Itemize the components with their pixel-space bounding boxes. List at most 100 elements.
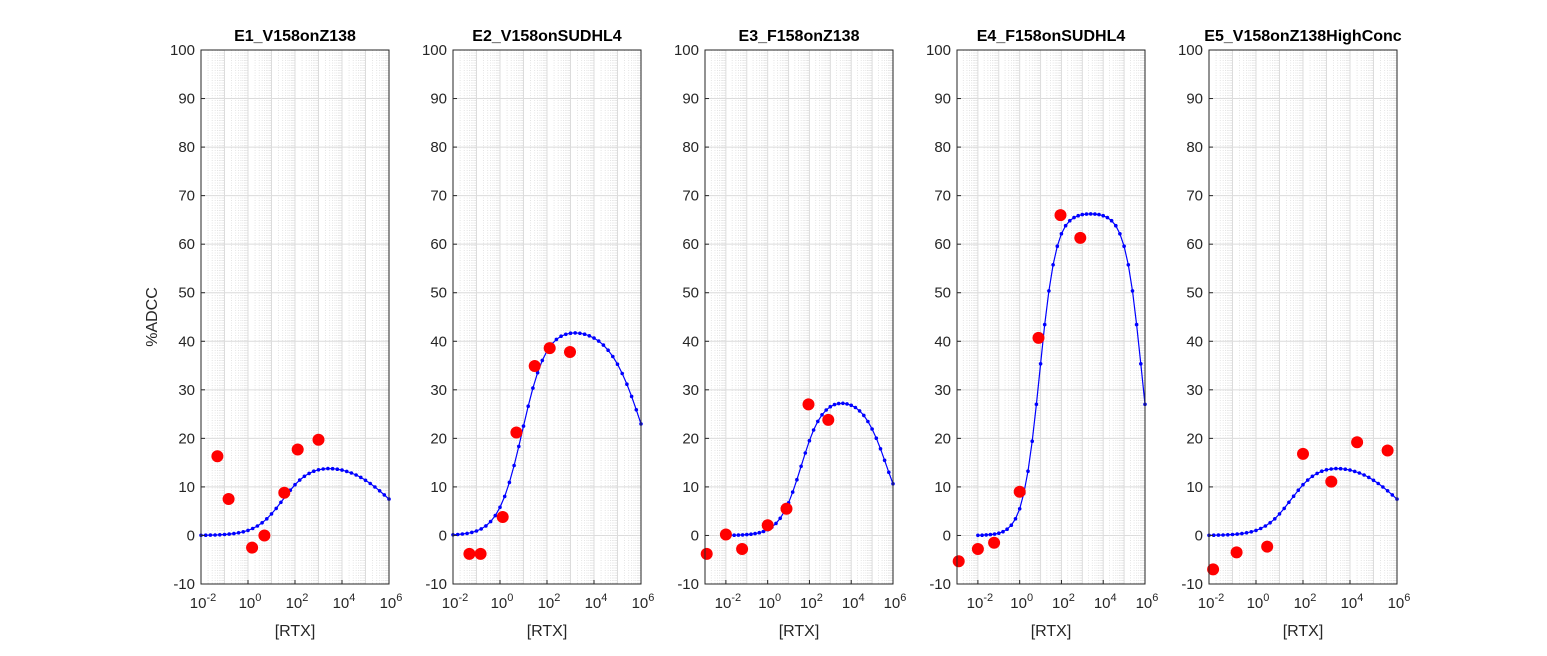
x-tick-label: 106 xyxy=(632,592,655,612)
fit-marker xyxy=(470,530,474,535)
fit-marker xyxy=(1130,289,1135,293)
x-axis-label: [RTX] xyxy=(1031,623,1072,640)
fit-marker xyxy=(312,469,316,474)
fit-marker xyxy=(878,447,883,451)
data-point xyxy=(528,360,541,372)
fit-marker xyxy=(1282,506,1286,511)
fit-marker xyxy=(460,532,465,536)
y-tick-label: 50 xyxy=(178,285,195,302)
y-tick-label: 100 xyxy=(422,42,447,59)
fit-marker xyxy=(297,478,302,482)
data-point xyxy=(211,450,224,463)
x-tick-label: 10-2 xyxy=(190,592,216,612)
fit-marker xyxy=(203,533,208,537)
y-tick-label: 40 xyxy=(934,333,951,350)
fit-marker xyxy=(507,480,512,485)
fit-marker xyxy=(1226,533,1230,537)
x-tick-label: 106 xyxy=(380,592,403,612)
x-axis-label: [RTX] xyxy=(275,623,316,640)
x-tick-label: 104 xyxy=(1094,592,1117,612)
fit-marker xyxy=(992,532,997,536)
fit-marker xyxy=(474,529,479,533)
data-point xyxy=(988,536,1001,549)
fit-marker xyxy=(340,468,344,472)
fit-marker xyxy=(512,463,516,468)
fit-marker xyxy=(568,331,573,336)
fit-marker xyxy=(1072,215,1076,220)
fit-marker xyxy=(1287,500,1291,505)
x-axis-label: [RTX] xyxy=(1283,623,1324,640)
data-point xyxy=(510,426,523,439)
fit-marker xyxy=(587,334,592,338)
data-point xyxy=(463,547,476,560)
fit-marker xyxy=(559,334,563,339)
fit-marker xyxy=(984,533,988,537)
fit-marker xyxy=(1059,232,1064,236)
fit-marker xyxy=(1263,524,1268,528)
fit-marker xyxy=(740,533,745,537)
fit-marker xyxy=(1076,213,1080,218)
fit-marker xyxy=(1240,531,1244,536)
data-point xyxy=(1351,436,1364,449)
y-axis-label: %ADCC xyxy=(144,287,161,347)
y-tick-label: 90 xyxy=(934,91,951,108)
fit-marker xyxy=(596,339,601,343)
y-tick-label: 20 xyxy=(1186,430,1203,447)
fit-marker xyxy=(1068,218,1072,223)
fit-marker xyxy=(1338,466,1343,471)
fit-marker xyxy=(321,467,326,471)
fit-marker xyxy=(736,533,741,537)
data-point xyxy=(952,555,965,568)
fit-marker xyxy=(326,466,330,471)
fit-marker xyxy=(1329,467,1333,471)
fit-marker xyxy=(1114,223,1118,228)
fit-marker xyxy=(1235,532,1239,536)
fit-marker xyxy=(601,343,606,347)
fit-marker xyxy=(498,505,502,510)
fit-marker xyxy=(335,467,340,472)
fit-marker xyxy=(976,533,980,538)
fit-marker xyxy=(1118,232,1122,236)
fit-marker xyxy=(368,481,373,486)
fit-marker xyxy=(517,444,521,449)
fit-marker xyxy=(828,404,833,409)
fit-marker xyxy=(377,489,382,493)
fit-marker xyxy=(274,506,279,511)
panel-title: E3_F158onZ138 xyxy=(739,28,860,45)
plot-panel-2: -10 0 10 20 30 40 50 60 70 80 90 100 10-2 100 102 104 10… xyxy=(422,28,654,640)
fit-marker xyxy=(629,394,634,399)
data-points xyxy=(463,342,576,560)
fit-marker xyxy=(1216,533,1221,537)
fit-marker xyxy=(1296,488,1301,493)
panel-title: E2_V158onSUDHL4 xyxy=(472,28,621,45)
y-tick-label: -10 xyxy=(425,576,447,593)
fit-marker xyxy=(1381,485,1385,489)
fit-marker xyxy=(606,348,610,353)
fit-marker xyxy=(236,531,241,535)
fit-marker xyxy=(465,531,469,536)
y-tick-label: 20 xyxy=(682,430,699,447)
minor-gridlines xyxy=(1215,50,1397,584)
y-tick-label: 80 xyxy=(682,139,699,156)
y-tick-label: 30 xyxy=(682,382,699,399)
fit-marker xyxy=(1315,471,1319,476)
fit-marker xyxy=(1055,244,1060,248)
fit-marker xyxy=(382,493,387,497)
y-tick-label: 80 xyxy=(934,139,951,156)
fit-marker xyxy=(1122,244,1126,248)
x-tick-label: 100 xyxy=(758,592,781,612)
y-tick-label: 70 xyxy=(430,188,447,205)
fit-marker xyxy=(582,332,587,337)
y-tick-label: 70 xyxy=(682,188,699,205)
fit-marker xyxy=(816,419,820,424)
y-tick-label: 0 xyxy=(439,527,447,544)
data-point xyxy=(1054,209,1067,222)
fit-marker xyxy=(1390,493,1395,497)
fit-marker xyxy=(307,471,311,476)
y-tick-label: -10 xyxy=(173,576,195,593)
y-tick-label: 80 xyxy=(430,139,447,156)
fit-marker xyxy=(316,468,321,472)
fit-marker xyxy=(849,403,853,408)
y-tick-label: 60 xyxy=(1186,236,1203,253)
